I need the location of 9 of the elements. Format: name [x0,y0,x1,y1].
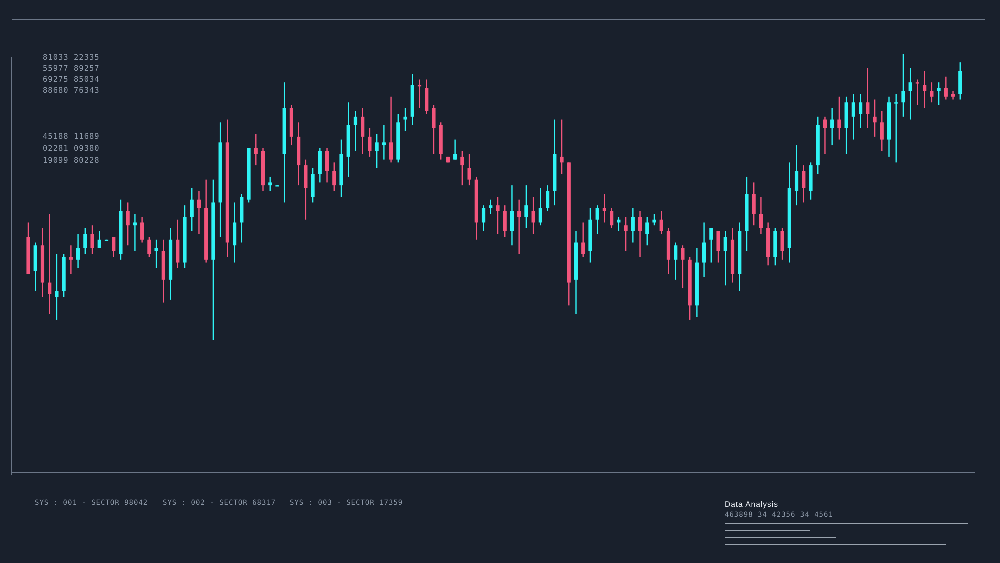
candlestick [69,246,73,274]
candlestick [823,116,828,154]
candlestick [916,80,920,106]
candlestick [923,71,927,108]
candlestick [389,96,394,163]
candlestick [830,108,834,146]
candlestick [382,126,386,160]
candlestick [48,214,52,314]
candlestick [518,200,522,254]
